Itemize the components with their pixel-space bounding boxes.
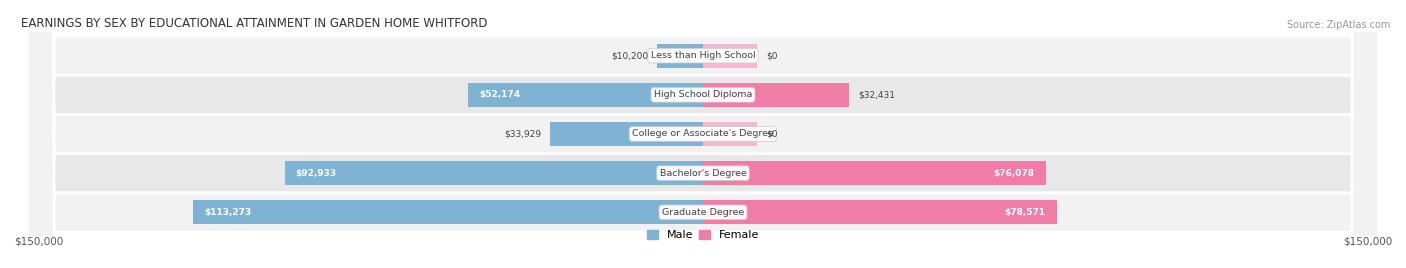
Bar <box>550 122 703 146</box>
Legend: Male, Female: Male, Female <box>647 230 759 240</box>
Text: $52,174: $52,174 <box>479 90 520 99</box>
Text: $113,273: $113,273 <box>204 208 252 217</box>
Text: Bachelor's Degree: Bachelor's Degree <box>659 169 747 178</box>
FancyBboxPatch shape <box>28 0 1378 268</box>
Text: $150,000: $150,000 <box>14 237 63 247</box>
Text: Source: ZipAtlas.com: Source: ZipAtlas.com <box>1286 20 1391 30</box>
Text: $10,200: $10,200 <box>612 51 648 60</box>
Text: EARNINGS BY SEX BY EDUCATIONAL ATTAINMENT IN GARDEN HOME WHITFORD: EARNINGS BY SEX BY EDUCATIONAL ATTAINMEN… <box>21 17 488 30</box>
Bar <box>657 43 703 68</box>
Text: Less than High School: Less than High School <box>651 51 755 60</box>
Text: $76,078: $76,078 <box>993 169 1035 178</box>
Bar <box>703 83 849 107</box>
Text: $32,431: $32,431 <box>858 90 896 99</box>
FancyBboxPatch shape <box>28 0 1378 268</box>
Text: College or Associate's Degree: College or Associate's Degree <box>633 129 773 139</box>
Text: $150,000: $150,000 <box>1343 237 1392 247</box>
Text: $0: $0 <box>766 129 778 139</box>
Bar <box>284 161 703 185</box>
FancyBboxPatch shape <box>28 0 1378 268</box>
Bar <box>703 200 1057 225</box>
Text: $92,933: $92,933 <box>295 169 337 178</box>
Text: $33,929: $33,929 <box>505 129 541 139</box>
Text: High School Diploma: High School Diploma <box>654 90 752 99</box>
Bar <box>193 200 703 225</box>
FancyBboxPatch shape <box>28 0 1378 268</box>
Text: Graduate Degree: Graduate Degree <box>662 208 744 217</box>
Bar <box>703 161 1046 185</box>
Bar <box>703 122 756 146</box>
Bar <box>703 43 756 68</box>
Bar <box>468 83 703 107</box>
Text: $0: $0 <box>766 51 778 60</box>
FancyBboxPatch shape <box>28 0 1378 268</box>
Text: $78,571: $78,571 <box>1004 208 1046 217</box>
